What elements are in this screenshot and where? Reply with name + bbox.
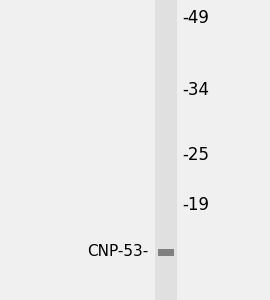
Text: -19: -19	[182, 196, 209, 214]
Text: -34: -34	[182, 81, 209, 99]
Text: CNP-53-: CNP-53-	[87, 244, 148, 260]
Text: -25: -25	[182, 146, 209, 164]
Text: -49: -49	[182, 9, 209, 27]
Bar	[158, 248, 174, 256]
Bar	[155, 0, 177, 300]
